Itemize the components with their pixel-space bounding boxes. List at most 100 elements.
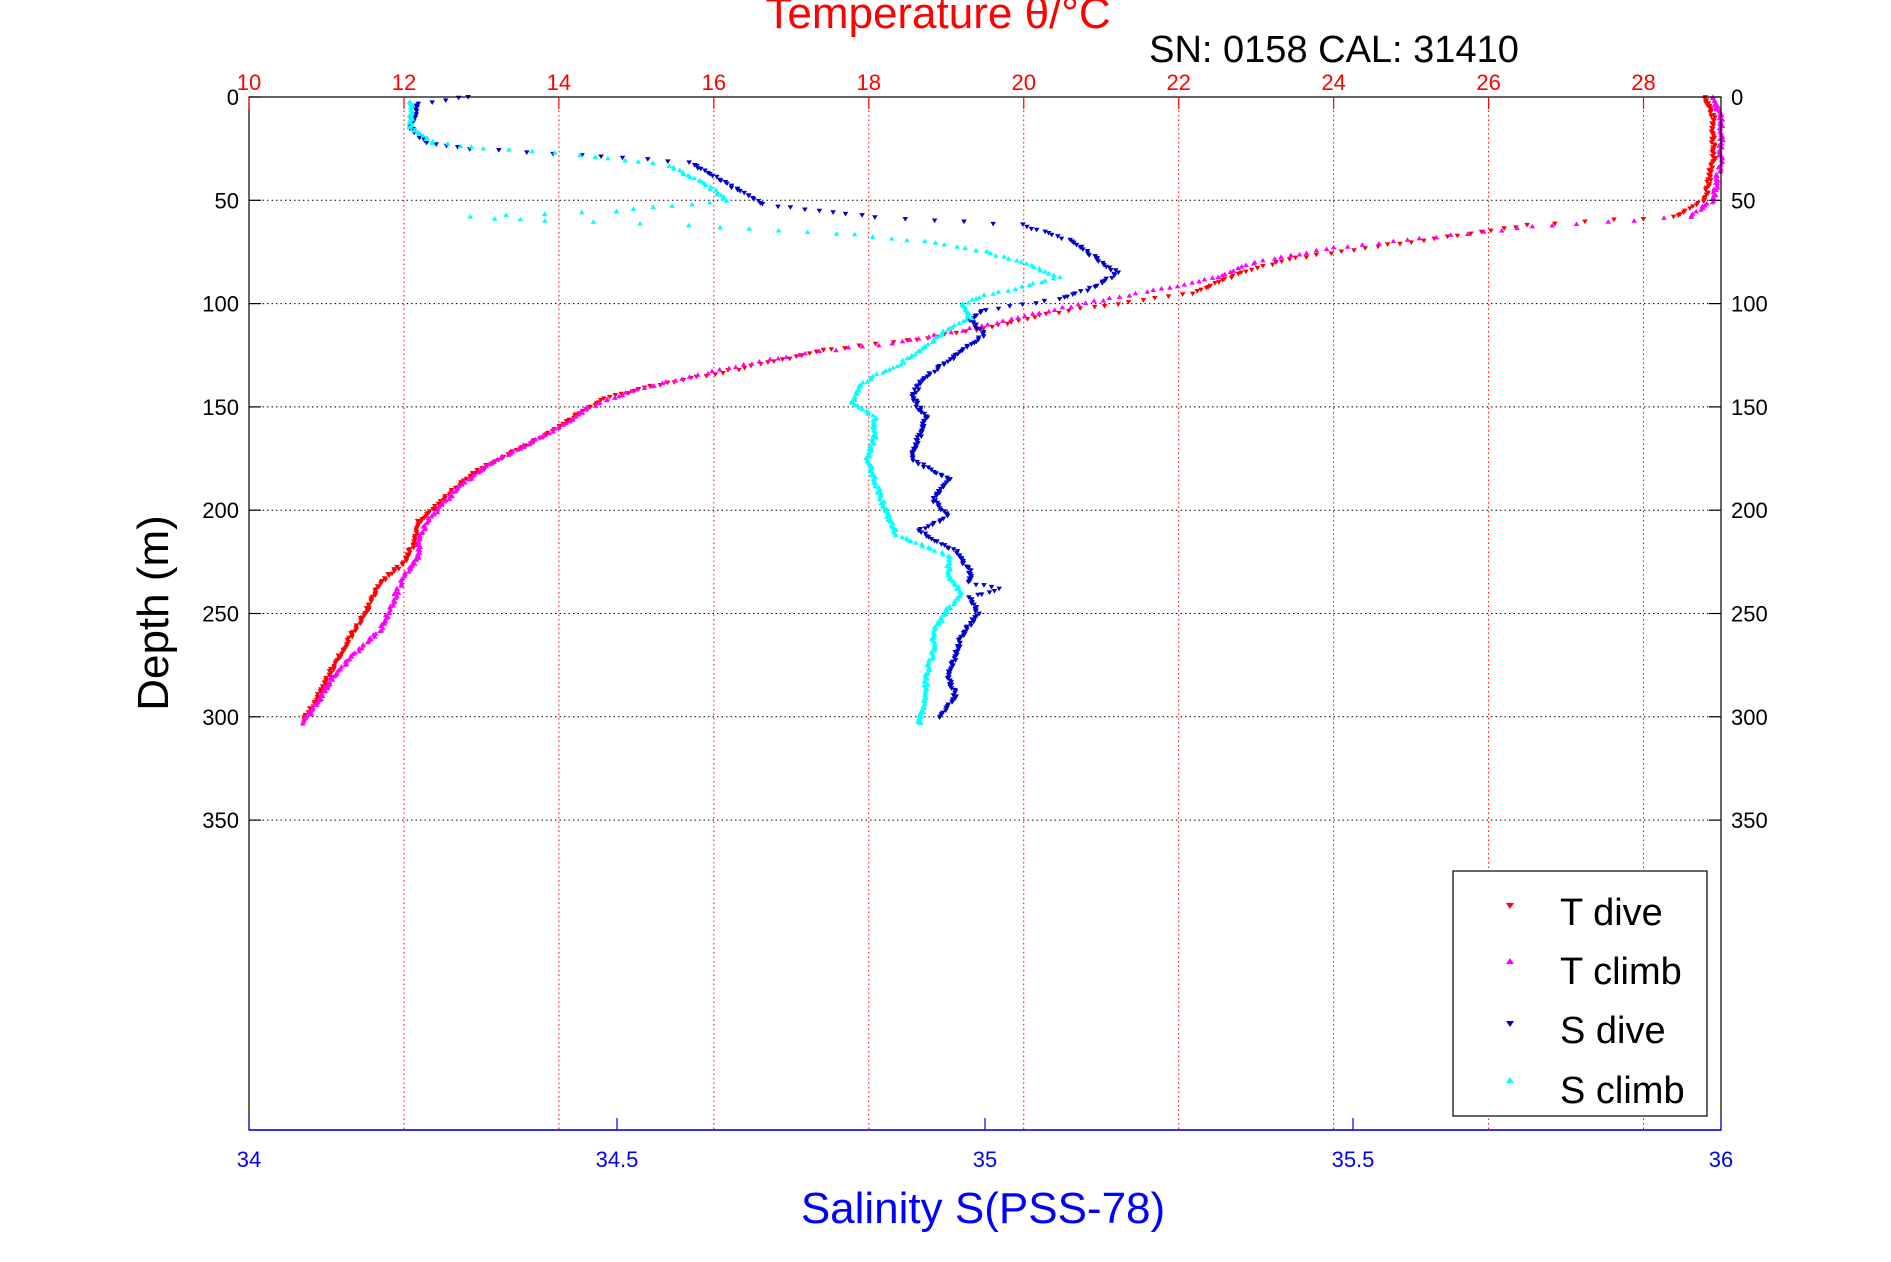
- data-point-t-dive: [314, 695, 321, 700]
- depth-tick-label-right: 250: [1731, 602, 1768, 627]
- data-point-t-dive: [712, 372, 719, 377]
- data-point-t-climb: [1116, 294, 1123, 299]
- data-point-s-climb: [969, 297, 976, 302]
- data-point-s-dive: [953, 551, 960, 556]
- data-point-s-dive: [931, 369, 938, 375]
- data-point-t-climb: [833, 347, 839, 353]
- data-point-s-dive: [919, 421, 926, 427]
- data-point-t-dive: [1375, 244, 1381, 250]
- depth-tick-label-left: 0: [227, 85, 239, 110]
- data-point-s-climb: [1023, 261, 1030, 266]
- data-point-s-dive: [968, 601, 975, 606]
- data-point-s-dive: [972, 609, 979, 615]
- data-point-t-climb: [1215, 274, 1222, 280]
- data-point-s-dive: [728, 185, 735, 191]
- data-point-s-climb: [870, 417, 877, 423]
- data-point-s-climb: [940, 551, 946, 557]
- data-point-s-dive: [859, 213, 865, 218]
- data-point-t-dive: [365, 603, 372, 608]
- data-point-t-climb: [348, 654, 355, 659]
- data-point-s-climb: [714, 191, 721, 197]
- data-point-t-climb: [453, 488, 459, 494]
- data-point-s-dive: [1106, 265, 1113, 271]
- data-point-t-climb: [1296, 251, 1303, 257]
- data-point-t-climb: [622, 390, 629, 395]
- data-point-t-climb: [423, 520, 430, 525]
- data-point-s-dive: [970, 619, 977, 625]
- data-point-s-dive: [787, 205, 794, 210]
- temperature-tick-label: 20: [1011, 70, 1035, 95]
- data-point-t-climb: [517, 446, 524, 451]
- data-point-t-climb: [816, 348, 823, 354]
- data-point-s-dive: [975, 592, 981, 598]
- data-point-s-climb: [904, 237, 910, 243]
- data-point-s-dive: [964, 345, 970, 350]
- data-point-s-climb: [955, 586, 962, 591]
- data-point-t-climb: [419, 530, 425, 535]
- data-point-t-climb: [1126, 292, 1133, 298]
- data-point-s-dive: [1115, 270, 1122, 276]
- data-point-s-climb: [946, 557, 953, 562]
- depth-tick-label-right: 200: [1731, 498, 1768, 523]
- data-point-t-dive: [339, 651, 345, 657]
- data-point-t-climb: [1250, 260, 1257, 266]
- data-point-s-climb: [913, 540, 919, 545]
- data-point-t-dive: [1313, 252, 1320, 258]
- data-point-s-climb: [865, 411, 871, 416]
- data-point-t-climb: [356, 645, 362, 651]
- data-point-s-climb: [867, 466, 874, 472]
- data-point-s-climb: [871, 428, 878, 434]
- data-point-t-climb: [726, 365, 732, 371]
- data-point-s-climb: [891, 530, 898, 535]
- salinity-tick-label: 35: [973, 1147, 997, 1172]
- data-point-t-climb: [1227, 269, 1234, 274]
- data-point-t-climb: [1029, 311, 1036, 316]
- data-point-s-dive: [959, 348, 965, 354]
- legend-marker-t-climb: [1506, 958, 1514, 964]
- data-point-t-climb: [783, 354, 790, 359]
- data-point-s-climb: [411, 127, 417, 133]
- data-point-t-dive: [399, 562, 406, 567]
- data-point-t-dive: [1468, 231, 1474, 237]
- data-point-t-climb: [372, 634, 378, 639]
- data-point-t-dive: [1198, 287, 1204, 293]
- data-point-s-climb: [873, 371, 880, 377]
- data-point-t-climb: [494, 457, 500, 462]
- data-point-s-dive: [920, 465, 927, 470]
- data-point-s-climb: [870, 412, 876, 418]
- data-point-s-dive: [910, 458, 916, 464]
- data-point-s-dive: [433, 142, 440, 147]
- data-point-t-dive: [1703, 192, 1710, 198]
- data-point-s-climb: [1013, 257, 1020, 263]
- data-point-s-dive: [919, 378, 926, 383]
- data-point-s-climb: [480, 145, 487, 151]
- data-point-t-climb: [459, 482, 465, 487]
- data-point-t-climb: [428, 513, 435, 519]
- serial-cal-label: SN: 0158 CAL: 31410: [1149, 29, 1519, 71]
- data-point-t-climb: [1106, 295, 1113, 300]
- data-point-t-dive: [1228, 275, 1235, 281]
- data-point-t-climb: [1222, 271, 1228, 277]
- data-point-s-dive: [1099, 281, 1106, 286]
- data-point-t-climb: [1219, 272, 1225, 278]
- data-point-t-dive: [1501, 226, 1507, 231]
- data-point-s-climb: [1029, 280, 1036, 286]
- data-point-t-dive: [1689, 204, 1696, 209]
- axes: 10 12 14 16 18 20 22 24 26 28 0 0 50 50 100 100 150 150 20…: [202, 70, 1767, 1172]
- data-point-t-dive: [872, 341, 879, 347]
- data-point-t-climb: [1051, 307, 1058, 312]
- data-point-t-dive: [1235, 271, 1242, 277]
- legend-label-t-dive: T dive: [1560, 892, 1663, 934]
- data-point-t-climb: [966, 325, 973, 331]
- data-point-t-climb: [314, 702, 320, 707]
- data-point-t-climb: [550, 426, 557, 432]
- legend-label-s-climb: S climb: [1560, 1070, 1685, 1112]
- data-point-t-dive: [1101, 303, 1108, 309]
- data-point-s-dive: [914, 435, 921, 440]
- data-point-s-climb: [630, 206, 637, 211]
- data-point-s-dive: [936, 519, 943, 525]
- temperature-tick-label: 12: [392, 70, 416, 95]
- data-point-s-dive: [842, 211, 849, 217]
- data-point-t-dive: [1552, 221, 1558, 227]
- data-point-s-dive: [945, 669, 952, 675]
